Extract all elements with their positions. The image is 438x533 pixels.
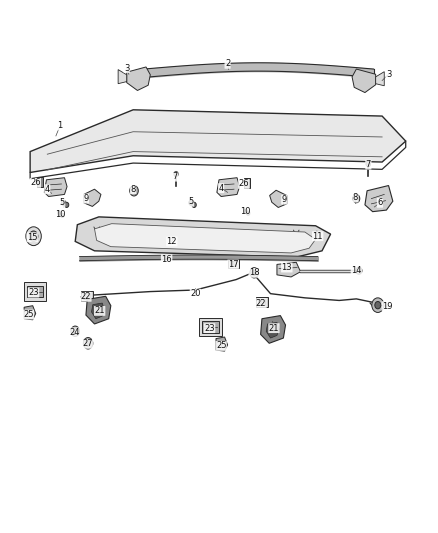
Polygon shape — [261, 316, 286, 343]
Polygon shape — [86, 296, 111, 324]
Text: 21: 21 — [268, 324, 279, 333]
Text: 3: 3 — [124, 63, 129, 72]
Polygon shape — [24, 306, 36, 320]
Bar — [24, 282, 46, 301]
Circle shape — [372, 298, 384, 312]
Circle shape — [64, 202, 69, 207]
Text: 10: 10 — [240, 207, 251, 216]
Circle shape — [29, 231, 38, 241]
Polygon shape — [277, 262, 300, 277]
Circle shape — [250, 268, 258, 278]
Bar — [256, 297, 268, 307]
Bar — [73, 328, 78, 334]
Text: 23: 23 — [204, 324, 215, 333]
Text: 5: 5 — [60, 198, 65, 207]
Text: 25: 25 — [216, 342, 226, 350]
Polygon shape — [216, 337, 228, 351]
Polygon shape — [75, 217, 331, 257]
Polygon shape — [92, 303, 104, 319]
Bar — [244, 178, 250, 188]
Polygon shape — [266, 322, 279, 338]
Text: 20: 20 — [190, 289, 201, 298]
Polygon shape — [30, 110, 406, 173]
Polygon shape — [270, 190, 287, 207]
Text: 21: 21 — [95, 306, 105, 316]
Bar — [27, 286, 43, 297]
Circle shape — [366, 161, 371, 167]
Circle shape — [244, 209, 247, 213]
Text: 17: 17 — [228, 260, 238, 269]
Circle shape — [83, 337, 93, 349]
Text: 7: 7 — [173, 172, 178, 181]
Text: 2: 2 — [225, 59, 230, 68]
Circle shape — [353, 195, 360, 203]
Text: 18: 18 — [249, 268, 259, 277]
Bar — [36, 177, 42, 187]
Text: 3: 3 — [386, 70, 391, 79]
Circle shape — [252, 270, 256, 276]
Bar — [199, 318, 222, 336]
Bar — [83, 293, 90, 300]
Text: 14: 14 — [351, 265, 362, 274]
Bar — [81, 291, 93, 302]
Text: 7: 7 — [366, 160, 371, 169]
Text: 16: 16 — [161, 255, 172, 264]
Circle shape — [130, 185, 138, 196]
Circle shape — [26, 227, 41, 246]
Circle shape — [60, 213, 64, 217]
Bar — [230, 261, 237, 266]
Polygon shape — [84, 189, 101, 206]
Text: 19: 19 — [382, 302, 392, 311]
Polygon shape — [217, 177, 240, 197]
Circle shape — [71, 326, 80, 336]
Text: 5: 5 — [188, 197, 194, 206]
Circle shape — [356, 267, 362, 274]
Text: 24: 24 — [69, 328, 80, 337]
Polygon shape — [118, 70, 127, 84]
Text: 22: 22 — [256, 298, 266, 308]
Text: 8: 8 — [353, 193, 358, 202]
Text: 9: 9 — [282, 195, 287, 204]
Text: 9: 9 — [83, 194, 88, 203]
Text: 8: 8 — [131, 185, 136, 193]
Text: 1: 1 — [57, 121, 63, 130]
Polygon shape — [365, 185, 393, 212]
Text: 25: 25 — [23, 310, 34, 319]
Bar — [202, 321, 219, 333]
Circle shape — [375, 302, 381, 309]
Polygon shape — [127, 67, 150, 91]
Circle shape — [58, 211, 61, 215]
Polygon shape — [376, 71, 384, 86]
Text: 22: 22 — [81, 292, 91, 301]
Circle shape — [174, 172, 178, 176]
Text: 6: 6 — [377, 198, 383, 207]
Text: 11: 11 — [312, 232, 323, 241]
Polygon shape — [352, 69, 376, 93]
Polygon shape — [44, 177, 67, 197]
Text: 4: 4 — [219, 184, 224, 192]
Text: 10: 10 — [55, 210, 65, 219]
Bar — [228, 259, 239, 268]
Polygon shape — [95, 224, 315, 253]
Text: 23: 23 — [28, 288, 39, 297]
Circle shape — [189, 200, 193, 205]
Circle shape — [61, 200, 66, 205]
Text: 12: 12 — [166, 237, 177, 246]
Text: 27: 27 — [82, 340, 92, 348]
Circle shape — [85, 340, 91, 346]
Circle shape — [192, 202, 196, 207]
Text: 26: 26 — [239, 180, 249, 189]
Text: 13: 13 — [282, 263, 292, 272]
Text: 4: 4 — [45, 185, 50, 193]
Bar — [258, 299, 265, 305]
Text: 26: 26 — [30, 179, 41, 188]
Text: 15: 15 — [27, 233, 38, 242]
Circle shape — [247, 211, 250, 215]
